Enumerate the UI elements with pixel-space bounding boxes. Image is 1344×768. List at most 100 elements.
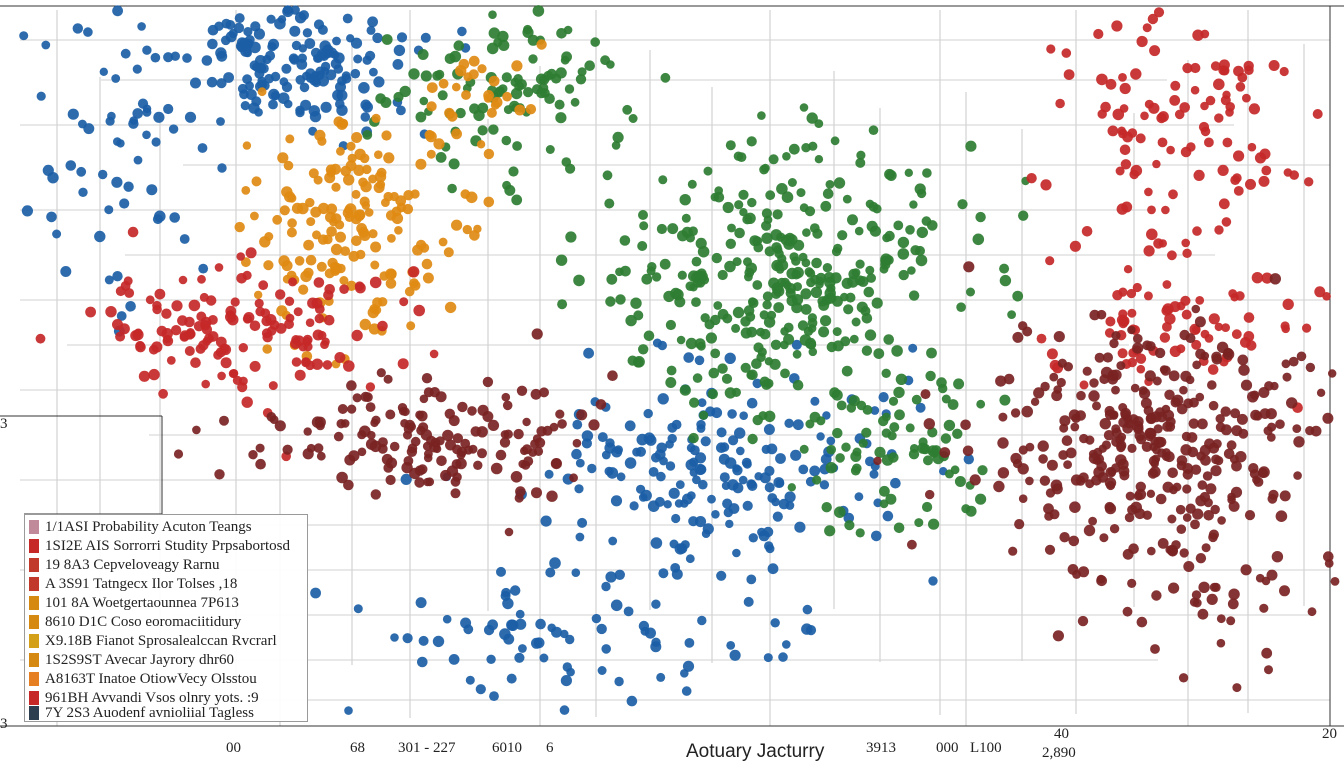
scatter-point	[118, 323, 130, 335]
scatter-point	[482, 411, 494, 422]
scatter-point	[512, 141, 522, 151]
scatter-point	[658, 175, 668, 185]
scatter-point	[338, 118, 349, 129]
scatter-point	[125, 301, 136, 312]
scatter-point	[999, 263, 1010, 274]
scatter-point	[298, 10, 309, 21]
scatter-point	[339, 284, 349, 295]
scatter-point	[577, 517, 588, 528]
scatter-point	[1259, 148, 1271, 160]
scatter-point	[1103, 430, 1115, 441]
scatter-point	[36, 91, 46, 101]
scatter-point	[1293, 471, 1302, 480]
scatter-point	[21, 205, 33, 217]
scatter-point	[893, 522, 905, 534]
scatter-point	[643, 432, 655, 444]
scatter-point	[288, 277, 298, 287]
scatter-point	[740, 316, 751, 327]
scatter-point	[207, 38, 218, 50]
scatter-point	[468, 55, 480, 67]
scatter-point	[1169, 301, 1181, 313]
scatter-point	[310, 587, 321, 599]
scatter-point	[907, 539, 917, 550]
scatter-point	[640, 626, 650, 636]
scatter-point	[1141, 441, 1153, 452]
scatter-point	[595, 399, 607, 410]
scatter-point	[789, 252, 799, 262]
scatter-point	[802, 604, 813, 615]
scatter-point	[277, 152, 289, 164]
scatter-point	[1089, 309, 1100, 321]
scatter-point	[822, 411, 831, 420]
scatter-point	[826, 444, 836, 455]
legend-swatch	[29, 615, 39, 629]
scatter-point	[793, 282, 802, 292]
scatter-point	[120, 48, 131, 59]
scatter-point	[658, 568, 669, 579]
scatter-point	[855, 528, 865, 538]
scatter-point	[851, 317, 861, 327]
scatter-point	[811, 257, 822, 269]
scatter-point	[1240, 564, 1252, 576]
scatter-point	[1144, 99, 1154, 109]
scatter-point	[724, 352, 736, 364]
scatter-point	[856, 400, 867, 411]
scatter-point	[1192, 29, 1204, 41]
scatter-point	[1153, 424, 1163, 434]
scatter-point	[713, 301, 723, 310]
scatter-point	[581, 430, 594, 442]
scatter-point	[112, 5, 123, 17]
scatter-point	[763, 653, 773, 663]
scatter-point	[399, 297, 409, 307]
scatter-point	[1231, 425, 1243, 437]
x-tick-label: L100	[970, 740, 1002, 756]
scatter-point	[1181, 309, 1192, 320]
scatter-point	[1296, 351, 1307, 362]
scatter-point	[1110, 369, 1122, 381]
scatter-point	[1176, 460, 1187, 471]
scatter-point	[1226, 440, 1237, 451]
scatter-point	[545, 567, 556, 578]
scatter-point	[1116, 361, 1126, 371]
scatter-point	[771, 497, 780, 507]
scatter-point	[393, 44, 406, 57]
scatter-point	[850, 465, 861, 476]
scatter-point	[824, 525, 836, 537]
scatter-point	[423, 477, 432, 487]
scatter-point	[444, 107, 455, 119]
scatter-point	[1204, 137, 1214, 148]
scatter-point	[1222, 137, 1233, 148]
scatter-point	[450, 476, 461, 487]
scatter-point	[965, 140, 977, 152]
legend-item: A8163T Inatoe OtiowVecy Olsstou	[29, 669, 257, 689]
scatter-point	[355, 282, 366, 294]
scatter-point	[1150, 644, 1160, 654]
scatter-point	[104, 275, 114, 285]
scatter-point	[201, 379, 210, 389]
scatter-point	[1072, 569, 1082, 579]
scatter-point	[255, 458, 266, 470]
scatter-point	[1130, 383, 1140, 393]
scatter-point	[1190, 62, 1201, 74]
scatter-point	[1094, 352, 1105, 363]
scatter-point	[1145, 341, 1156, 352]
scatter-point	[920, 389, 931, 400]
scatter-point	[506, 673, 517, 684]
scatter-point	[443, 247, 454, 258]
scatter-point	[396, 105, 406, 116]
scatter-point	[936, 377, 947, 388]
scatter-point	[563, 25, 573, 35]
scatter-point	[1281, 324, 1290, 334]
scatter-point	[944, 469, 954, 479]
scatter-point	[855, 259, 865, 269]
scatter-point	[1075, 475, 1086, 486]
scatter-point	[372, 305, 382, 315]
scatter-point	[332, 36, 341, 46]
scatter-point	[1204, 334, 1214, 343]
scatter-point	[148, 368, 160, 381]
scatter-point	[826, 436, 836, 446]
scatter-point	[1232, 683, 1242, 693]
scatter-point	[1192, 360, 1202, 370]
scatter-point	[546, 490, 558, 502]
scatter-point	[775, 453, 786, 464]
